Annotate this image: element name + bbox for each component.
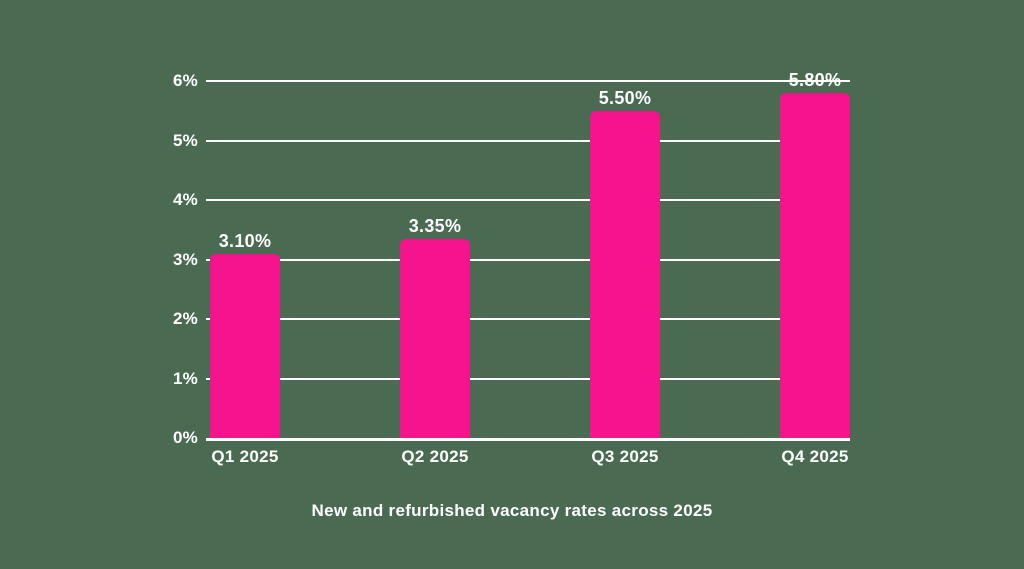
bar-value-label: 5.80% bbox=[788, 70, 842, 90]
bar-value-label: 5.50% bbox=[598, 88, 652, 108]
x-category-label: Q3 2025 bbox=[591, 447, 659, 466]
bar bbox=[590, 111, 660, 438]
y-tick-label: 5% bbox=[173, 130, 198, 150]
chart-caption: New and refurbished vacancy rates across… bbox=[311, 501, 713, 520]
gridline bbox=[206, 438, 850, 441]
bar bbox=[400, 239, 470, 438]
bar bbox=[210, 254, 280, 438]
y-tick-label: 3% bbox=[173, 249, 198, 269]
x-category-label: Q4 2025 bbox=[781, 447, 849, 466]
y-tick-label: 0% bbox=[173, 428, 198, 447]
gridline bbox=[206, 199, 850, 201]
y-tick-label: 2% bbox=[173, 309, 198, 328]
bar bbox=[780, 93, 850, 438]
x-category-label: Q1 2025 bbox=[211, 447, 279, 466]
y-tick-label: 6% bbox=[173, 71, 198, 90]
y-tick-label: 1% bbox=[173, 368, 198, 388]
gridline bbox=[206, 139, 850, 142]
gridline bbox=[206, 80, 850, 82]
bar-value-label: 3.10% bbox=[218, 231, 272, 251]
gridline bbox=[206, 258, 850, 261]
x-category-label: Q2 2025 bbox=[401, 447, 469, 466]
gridline bbox=[206, 377, 850, 380]
y-tick-label: 4% bbox=[173, 190, 198, 209]
gridline bbox=[206, 318, 850, 320]
bar-value-label: 3.35% bbox=[408, 216, 462, 236]
